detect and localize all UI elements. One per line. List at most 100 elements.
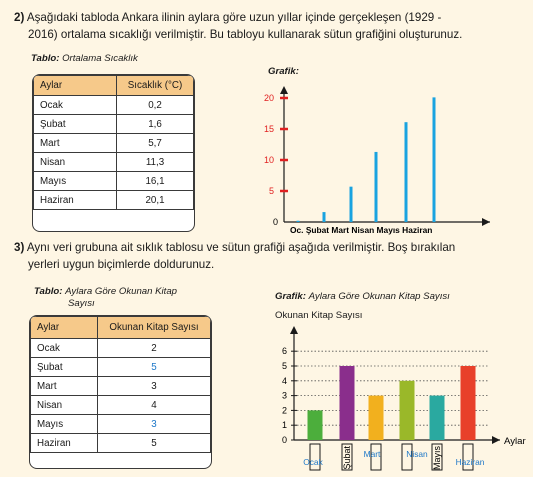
table-row: Nisan 11,3 [33,152,194,172]
y-axis-arrow-icon [290,326,298,334]
table-row: Nisan 4 [30,395,211,415]
bar [374,151,378,222]
y-tick-label: 3 [282,391,287,401]
q3-graph-caption: Grafik: Aylara Göre Okunan Kitap Sayısı [275,291,450,302]
row-month: Nisan [33,152,117,172]
header-months: Aylar [33,75,117,96]
bar [460,366,476,440]
table-row: Mayıs 16,1 [33,171,194,191]
q3-y-axis-title: Okunan Kitap Sayısı [275,310,363,321]
y-tick-label: 10 [264,155,274,165]
x-category-labels: Oc. Şubat Mart Nisan Mayıs Haziran [290,225,432,235]
row-value: 3 [97,376,211,396]
row-month: Mayıs [33,171,117,191]
bar [432,97,436,222]
row-month: Mart [33,133,117,153]
row-month: Haziran [33,190,117,210]
q2-text: 2) Aşağıdaki tabloda Ankara ilinin aylar… [14,9,526,43]
table-row: Mayıs 3 [30,414,211,434]
q2-graph-label: Grafik: [268,66,299,77]
q2-line1: 2) Aşağıdaki tabloda Ankara ilinin aylar… [14,9,526,26]
y-tick-label: 0 [282,435,287,445]
table-row: Mart 3 [30,376,211,396]
bar [404,122,408,222]
x-axis-title: Aylar [504,436,526,447]
table-header-row: Aylar Okunan Kitap Sayısı [30,316,211,339]
q3-table-caption-bold: Tablo: [34,286,63,297]
q3-line1-text: Aynı veri grubuna ait sıklık tablosu ve … [26,241,456,254]
y-tick-label: 5 [269,186,274,196]
q3-table-caption-line1: Tablo: Aylara Göre Okunan Kitap [34,286,177,298]
label-box [309,443,321,471]
q3-table-caption-text: Aylara Göre Okunan Kitap [65,286,177,297]
bar [368,395,384,440]
handwritten-label: Haziran [456,457,485,467]
q3-table-frame: Aylar Okunan Kitap Sayısı Ocak 2 Şubat 5 M… [29,315,212,469]
row-value-filled: 5 [97,357,211,377]
row-month: Haziran [30,433,98,453]
q3-table-caption-line2: Sayısı [68,298,95,309]
handwritten-label: Mart [364,449,381,459]
y-tick-label: 1 [282,420,287,430]
q3-graph-caption-text: Aylara Göre Okunan Kitap Sayısı [308,291,450,302]
label-box [370,443,382,471]
q3-line2: yerleri uygun biçimlerde doldurunuz. [28,258,215,271]
bar [349,186,353,222]
row-month: Ocak [33,95,117,115]
row-value: 2 [97,338,211,358]
bar [339,366,355,440]
q3-line1: 3) Aynı veri grubuna ait sıklık tablosu … [14,239,526,256]
temperature-table: Aylar Sıcaklık (°C) Ocak 0,2 Şubat 1,6 Mar… [33,75,194,210]
row-month: Mayıs [30,414,98,434]
y-tick-label: 15 [264,124,274,134]
row-value: 5,7 [116,133,194,153]
q2-table-caption-bold: Tablo: [31,53,60,64]
y-axis-arrow-icon [280,86,288,94]
x-axis-arrow-icon [482,218,490,226]
table-header-row: Aylar Sıcaklık (°C) [33,75,194,96]
books-table: Aylar Okunan Kitap Sayısı Ocak 2 Şubat 5 M… [30,316,211,453]
label-box [341,443,353,471]
q2-table-frame: Aylar Sıcaklık (°C) Ocak 0,2 Şubat 1,6 Mar… [32,74,195,232]
row-value: 11,3 [116,152,194,172]
table-row: Mart 5,7 [33,133,194,153]
q3-number: 3) [14,241,25,254]
row-value: 0,2 [116,95,194,115]
q2-line1-text: Aşağıdaki tabloda Ankara ilinin aylara g… [26,11,442,24]
y-tick-label: 6 [282,346,287,356]
header-temperature: Sıcaklık (°C) [116,75,194,96]
row-month: Şubat [30,357,98,377]
handwritten-label: Ocak [303,457,323,467]
table-row: Haziran 5 [30,433,211,453]
y-tick-label: 5 [282,361,287,371]
x-axis-arrow-icon [492,436,500,444]
handwritten-label: Nisan [406,449,428,459]
tick-label-zero: 0 [273,217,278,227]
bar [322,212,326,222]
row-month: Nisan [30,395,98,415]
table-row: Şubat 5 [30,357,211,377]
header-months: Aylar [30,316,98,339]
q3-graph-caption-bold: Grafik: [275,291,306,302]
bar [296,220,300,222]
y-tick-label: 20 [264,93,274,103]
table-row: Ocak 0,2 [33,95,194,115]
bar [399,380,415,440]
q2-line2: 2016) ortalama sıcaklığı verilmiştir. Bu… [28,28,463,41]
table-row: Şubat 1,6 [33,114,194,134]
y-tick-label: 4 [282,376,287,386]
label-box [431,443,443,471]
row-value: 20,1 [116,190,194,210]
bar [429,395,445,440]
header-book-count: Okunan Kitap Sayısı [97,316,211,339]
row-month: Ocak [30,338,98,358]
bar [307,410,323,440]
temperature-bar-chart: 0 5 10 15 20 Oc. Şubat Mart Nisan Mayıs Hazir… [264,86,490,235]
row-month: Şubat [33,114,117,134]
books-bar-chart: Aylar 0 1 2 3 4 5 6 Ocak Şubat Mart Nisan Mayıs Hazir… [282,326,526,471]
table-row: Ocak 2 [30,338,211,358]
q2-table-caption-text: Ortalama Sıcaklık [62,53,138,64]
label-box [401,443,413,471]
row-month: Mart [30,376,98,396]
table-row: Haziran 20,1 [33,190,194,210]
